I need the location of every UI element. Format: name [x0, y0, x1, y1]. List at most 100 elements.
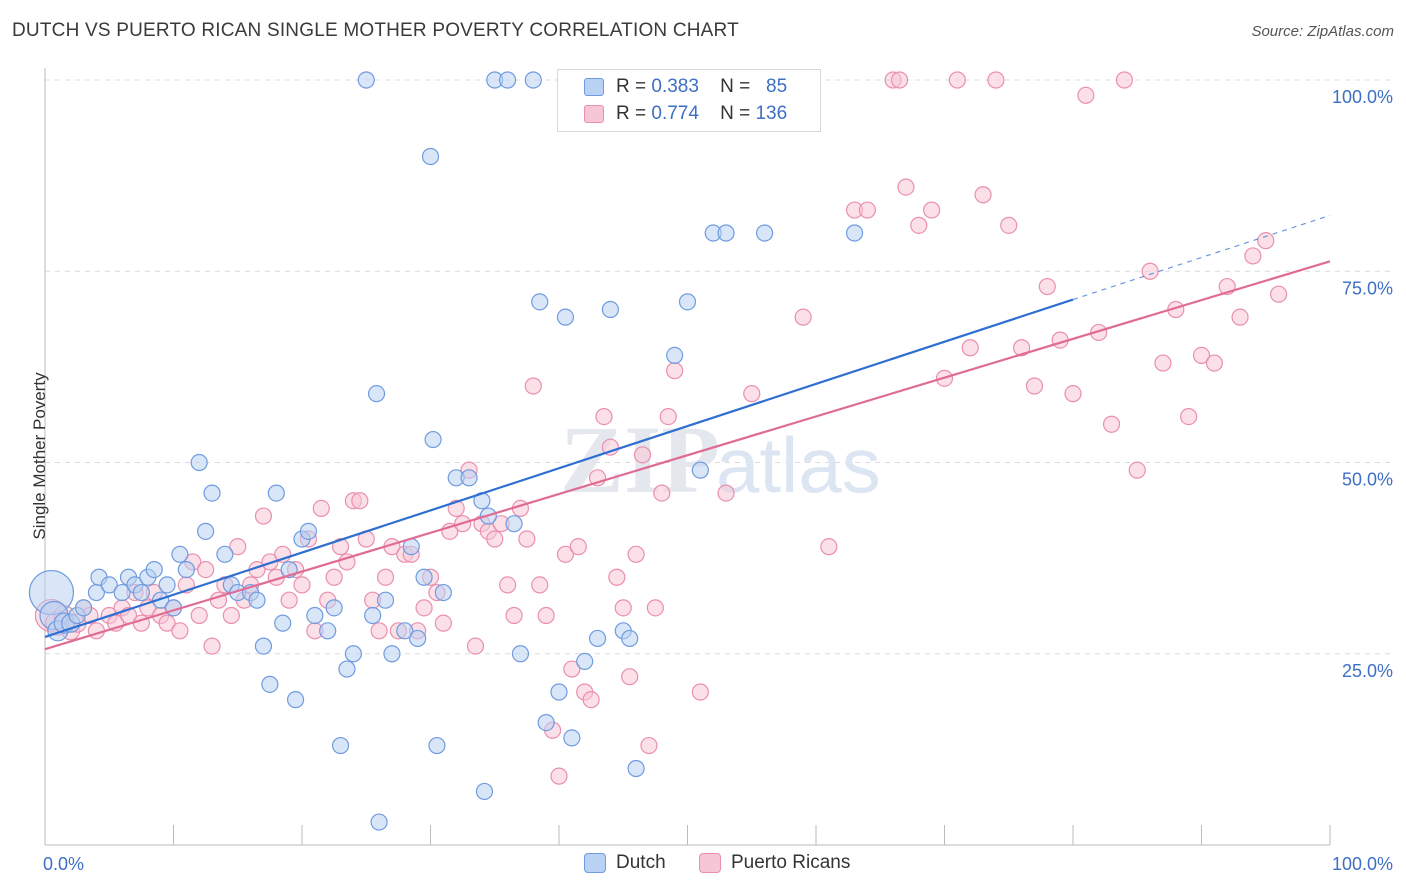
- point-puerto-ricans: [376, 568, 395, 586]
- point-dutch: [717, 224, 735, 242]
- point-puerto-ricans: [910, 216, 928, 234]
- axes: [44, 68, 1331, 846]
- point-dutch: [248, 591, 266, 609]
- point-puerto-ricans: [653, 484, 671, 502]
- point-puerto-ricans: [499, 576, 517, 594]
- trend-line-puerto-ricans: [44, 260, 1331, 651]
- point-dutch: [621, 629, 639, 648]
- trend-line-dutch-extension: [1072, 214, 1331, 301]
- y-tick-label: 25.0%: [1342, 661, 1393, 681]
- point-dutch: [203, 484, 221, 502]
- point-dutch: [691, 461, 709, 479]
- legend-swatch-puerto-ricans: [699, 853, 721, 873]
- legend-r-value: 0.774: [651, 103, 699, 124]
- point-dutch: [158, 576, 176, 594]
- point-dutch: [755, 224, 774, 242]
- legend-label-dutch: Dutch: [616, 852, 666, 873]
- point-dutch: [475, 782, 494, 801]
- point-dutch: [434, 583, 452, 602]
- point-dutch: [511, 645, 530, 663]
- point-puerto-ricans: [1000, 216, 1018, 234]
- y-tick-label: 75.0%: [1342, 278, 1393, 298]
- gridlines: [45, 79, 1395, 655]
- point-puerto-ricans: [659, 408, 677, 426]
- legend-label-puerto-ricans: Puerto Ricans: [731, 852, 851, 873]
- point-puerto-ricans: [550, 767, 568, 785]
- point-puerto-ricans: [524, 377, 542, 395]
- point-dutch: [396, 622, 414, 640]
- point-dutch: [666, 346, 684, 364]
- point-dutch: [524, 71, 542, 89]
- tick-labels: 25.0% 50.0% 75.0% 100.0% 0.0% 100.0%: [43, 87, 1393, 874]
- point-puerto-ricans: [158, 614, 176, 632]
- point-dutch: [376, 591, 395, 609]
- correlation-legend: R = 0.383 N = 85 R = 0.774 N = 136: [557, 69, 821, 132]
- point-dutch: [113, 583, 131, 602]
- legend-item-puerto-ricans[interactable]: Puerto Ricans: [699, 852, 850, 874]
- point-puerto-ricans: [312, 499, 330, 517]
- point-puerto-ricans: [486, 530, 504, 548]
- source-label: Source: ZipAtlas.com: [1251, 23, 1394, 40]
- point-dutch: [267, 484, 285, 502]
- point-puerto-ricans: [1077, 86, 1095, 104]
- point-puerto-ricans: [1205, 354, 1223, 372]
- point-dutch: [845, 224, 864, 242]
- point-puerto-ricans: [505, 606, 523, 625]
- point-dutch: [171, 545, 189, 563]
- point-dutch: [601, 300, 620, 319]
- point-dutch: [74, 599, 93, 617]
- legend-r-value: 0.383: [651, 76, 699, 97]
- series-dutch: [28, 71, 864, 831]
- point-dutch: [216, 545, 234, 563]
- point-dutch: [499, 71, 517, 89]
- legend-row-dutch: R = 0.383 N = 85: [584, 75, 787, 99]
- point-puerto-ricans: [627, 545, 645, 563]
- point-dutch: [254, 637, 273, 655]
- point-puerto-ricans: [646, 599, 664, 617]
- point-dutch: [505, 515, 523, 533]
- point-puerto-ricans: [820, 538, 838, 556]
- point-puerto-ricans: [569, 538, 587, 556]
- point-puerto-ricans: [621, 668, 639, 686]
- point-puerto-ricans: [254, 507, 273, 525]
- point-puerto-ricans: [1180, 408, 1198, 426]
- point-dutch: [261, 675, 279, 693]
- legend-n-label: N =: [720, 103, 751, 124]
- x-tick-label: 0.0%: [43, 854, 84, 874]
- trend-lines: [44, 214, 1331, 651]
- point-puerto-ricans: [582, 691, 600, 709]
- point-dutch: [274, 614, 292, 632]
- point-dutch: [550, 683, 568, 701]
- point-puerto-ricans: [229, 538, 247, 556]
- point-puerto-ricans: [595, 408, 613, 426]
- legend-n-value: 85: [766, 76, 788, 97]
- legend-swatch-dutch: [584, 78, 604, 96]
- watermark-atlas: atlas: [716, 421, 881, 509]
- point-dutch: [424, 430, 442, 449]
- point-puerto-ricans: [1012, 339, 1031, 357]
- point-puerto-ricans: [370, 622, 388, 640]
- legend-item-dutch[interactable]: Dutch: [584, 852, 666, 874]
- point-puerto-ricans: [987, 71, 1005, 89]
- point-puerto-ricans: [1141, 262, 1159, 280]
- point-puerto-ricans: [614, 599, 632, 617]
- point-puerto-ricans: [794, 308, 812, 326]
- trend-line-dutch: [44, 298, 1074, 638]
- legend-n-value: 136: [755, 103, 788, 124]
- point-puerto-ricans: [974, 186, 992, 204]
- point-puerto-ricans: [890, 71, 909, 89]
- point-puerto-ricans: [608, 568, 626, 586]
- point-puerto-ricans: [1128, 461, 1146, 479]
- point-puerto-ricans: [203, 637, 221, 655]
- point-dutch: [364, 606, 382, 625]
- point-dutch: [421, 147, 440, 166]
- point-dutch: [428, 736, 446, 755]
- point-dutch: [319, 622, 337, 640]
- point-dutch: [344, 645, 362, 663]
- point-dutch: [306, 606, 324, 625]
- legend-r-label: R =: [616, 103, 647, 124]
- point-puerto-ricans: [858, 201, 877, 219]
- point-dutch: [132, 583, 150, 602]
- point-puerto-ricans: [466, 637, 485, 655]
